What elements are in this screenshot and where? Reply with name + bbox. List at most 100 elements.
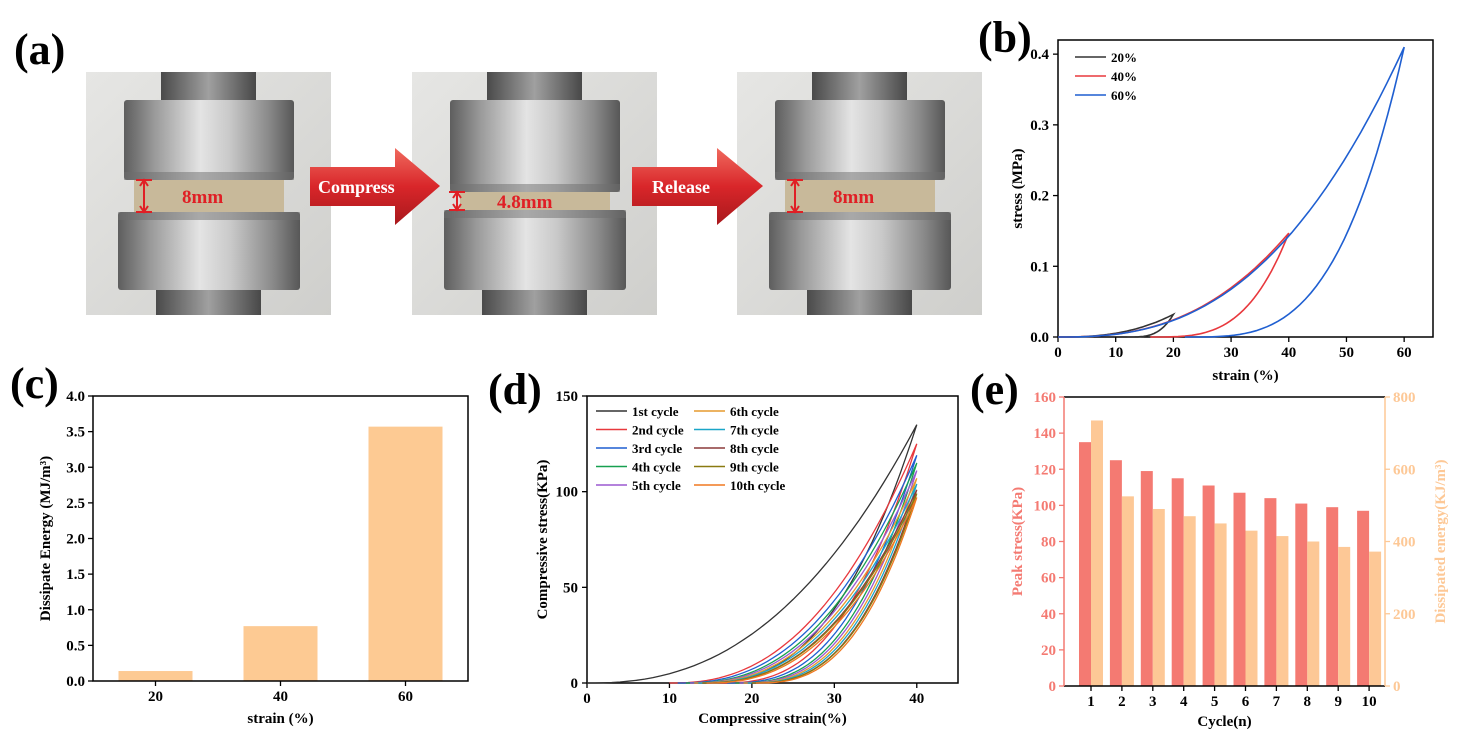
series-line-cycle-2 <box>669 443 918 684</box>
x-tick-label: 30 <box>827 691 842 707</box>
legend-label: 10th cycle <box>730 478 785 493</box>
panel-label-b: (b) <box>978 13 1032 62</box>
bar-20 <box>118 671 193 681</box>
panel-a-photo-sequence: 8mm 4.8mm 8mm Compress Release <box>86 72 982 315</box>
chart-c-frame <box>92 395 469 682</box>
legend-label: 5th cycle <box>632 478 681 493</box>
series-line-cycle-4 <box>685 462 918 684</box>
y-tick-label-left: 140 <box>1034 426 1057 442</box>
bar-dissipated-energy-6 <box>1245 530 1258 686</box>
bar-peak-stress-3 <box>1140 471 1153 686</box>
x-tick-label: 4 <box>1180 694 1188 710</box>
y-tick-label-left: 160 <box>1034 390 1057 406</box>
x-tick-label: 60 <box>1397 345 1412 361</box>
x-tick-label: 1 <box>1087 694 1095 710</box>
x-axis-label: strain (%) <box>1212 368 1278 384</box>
y-tick-label-right: 600 <box>1393 462 1416 478</box>
x-tick-label: 20 <box>744 691 759 707</box>
bar-peak-stress-10 <box>1357 510 1370 686</box>
y-tick-label-left: 100 <box>1034 498 1057 514</box>
chart-d: 0 10 20 30 40 0 50 100 150 Compressive strain(%) C… <box>535 389 959 727</box>
x-tick-label: 0 <box>1054 345 1062 361</box>
y-tick-label: 4.0 <box>66 389 85 405</box>
bar-peak-stress-7 <box>1264 498 1277 686</box>
y-tick-label: 2.5 <box>66 496 85 512</box>
y-tick-label: 1.0 <box>66 603 85 619</box>
x-tick-label: 3 <box>1149 694 1157 710</box>
y-tick-label: 0 <box>571 676 579 692</box>
dimension-marker <box>136 178 152 214</box>
compress-arrow-label: Compress <box>318 177 395 197</box>
bar-dissipated-energy-9 <box>1338 546 1351 686</box>
series-line-cycle-9 <box>702 493 918 684</box>
bar-dissipated-energy-1 <box>1091 420 1103 686</box>
y-tick-label: 100 <box>556 485 579 501</box>
x-axis-label: Compressive strain(%) <box>698 711 846 727</box>
y-tick-label-left: 40 <box>1041 607 1056 623</box>
bar-peak-stress-2 <box>1109 460 1122 686</box>
bar-peak-stress-6 <box>1233 492 1246 686</box>
x-tick-label: 0 <box>583 691 591 707</box>
x-tick-label: 20 <box>148 689 163 705</box>
x-tick-label: 9 <box>1334 694 1342 710</box>
y-tick-label-right: 400 <box>1393 535 1416 551</box>
x-tick-label: 50 <box>1339 345 1354 361</box>
y-tick-label: 2.0 <box>66 532 85 548</box>
legend-label: 8th cycle <box>730 441 779 456</box>
bar-peak-stress-1 <box>1079 442 1091 686</box>
x-tick-label: 40 <box>909 691 924 707</box>
y-axis-label: Dissipate Energy (MJ/m³) <box>38 456 54 621</box>
y-tick-label-left: 80 <box>1041 535 1056 551</box>
bar-peak-stress-5 <box>1202 485 1215 686</box>
legend-label: 3rd cycle <box>632 441 682 456</box>
release-arrow: Release <box>632 148 763 225</box>
chart-c: 20 40 60 0.0 0.5 1.0 1.5 2.0 2.5 3.0 3.5 4.0 strain … <box>38 389 469 727</box>
legend-label: 2nd cycle <box>632 423 684 438</box>
y-axis-label: Compressive stress(KPa) <box>535 460 551 620</box>
panel-label-a: (a) <box>14 25 66 74</box>
bar-peak-stress-4 <box>1171 478 1184 686</box>
y-tick-label: 0.5 <box>66 638 85 654</box>
legend-label: 9th cycle <box>730 460 779 475</box>
bar-dissipated-energy-2 <box>1121 496 1134 686</box>
series-line-cycle-7 <box>698 483 918 684</box>
y-tick-label: 150 <box>556 389 579 405</box>
y-tick-label: 3.0 <box>66 460 85 476</box>
dimension-label: 8mm <box>182 187 223 208</box>
bar-dissipated-energy-8 <box>1307 541 1320 686</box>
x-tick-label: 10 <box>1362 694 1377 710</box>
x-tick-label: 20 <box>1166 345 1181 361</box>
x-axis-label: strain (%) <box>247 711 313 727</box>
series-line-cycle-10 <box>706 497 918 684</box>
y-tick-label: 0.0 <box>66 674 85 690</box>
y-tick-label: 1.5 <box>66 567 85 583</box>
photo-2: 4.8mm <box>412 72 657 315</box>
legend-label: 4th cycle <box>632 460 681 475</box>
bar-40 <box>243 626 318 681</box>
photo-1: 8mm <box>86 72 331 315</box>
dimension-label: 8mm <box>833 187 874 208</box>
dimension-label: 4.8mm <box>497 192 553 213</box>
series-line-cycle-6 <box>694 478 918 684</box>
y-tick-label-left: 20 <box>1041 643 1056 659</box>
bar-dissipated-energy-10 <box>1369 551 1382 686</box>
bar-peak-stress-9 <box>1326 507 1339 686</box>
chart-e: 1 2 3 4 5 6 7 8 9 1002040608010012014016002004006… <box>1010 390 1449 730</box>
panel-label-c: (c) <box>10 359 59 408</box>
legend-label: 1st cycle <box>632 404 679 419</box>
x-tick-label: 10 <box>1108 345 1123 361</box>
panel-label-e: (e) <box>970 365 1019 414</box>
x-axis-label: Cycle(n) <box>1197 714 1251 730</box>
bar-peak-stress-8 <box>1295 503 1308 686</box>
y-tick-label-right: 0 <box>1393 679 1401 695</box>
x-tick-label: 30 <box>1224 345 1239 361</box>
legend-label: 6th cycle <box>730 404 779 419</box>
series-line-cycle-5 <box>690 470 918 684</box>
x-tick-label: 2 <box>1118 694 1126 710</box>
series-line-cycle-1 <box>587 424 918 684</box>
bar-dissipated-energy-5 <box>1214 523 1227 686</box>
y-tick-label-left: 0 <box>1049 679 1057 695</box>
x-tick-label: 8 <box>1304 694 1312 710</box>
dimension-marker <box>449 190 465 212</box>
y-tick-label-left: 120 <box>1034 462 1057 478</box>
